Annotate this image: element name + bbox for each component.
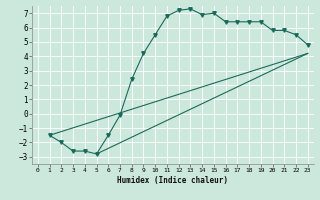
X-axis label: Humidex (Indice chaleur): Humidex (Indice chaleur) (117, 176, 228, 185)
